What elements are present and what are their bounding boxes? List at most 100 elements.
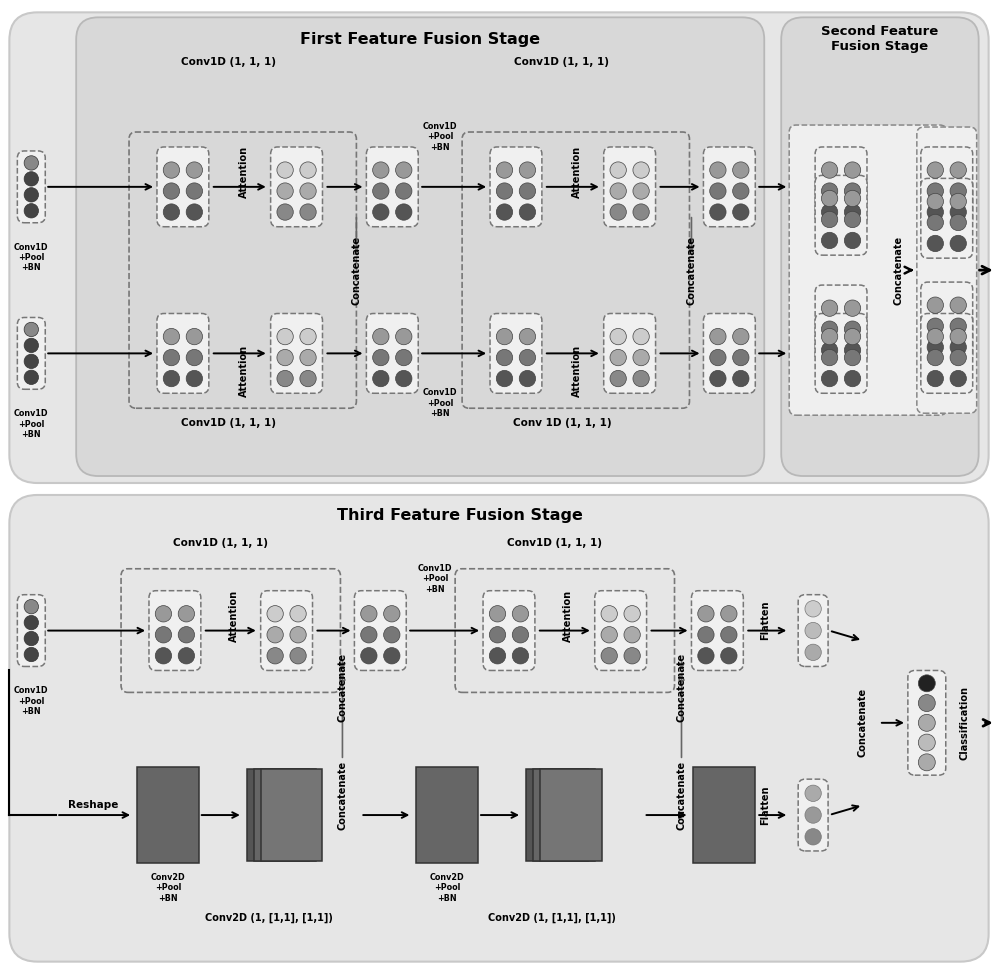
Text: Concatenate: Concatenate (337, 653, 347, 722)
Circle shape (844, 212, 861, 227)
Circle shape (710, 183, 726, 199)
Circle shape (927, 235, 943, 251)
Circle shape (361, 626, 377, 643)
FancyBboxPatch shape (157, 147, 209, 227)
Text: Conv2D
+Pool
+BN: Conv2D +Pool +BN (151, 873, 185, 903)
Text: Conv1D
+Pool
+BN: Conv1D +Pool +BN (418, 564, 452, 593)
Circle shape (290, 626, 306, 643)
FancyBboxPatch shape (815, 314, 867, 393)
Circle shape (300, 370, 316, 386)
Circle shape (927, 339, 943, 355)
Text: Concatenate: Concatenate (676, 653, 686, 722)
Text: Conv1D
+Pool
+BN: Conv1D +Pool +BN (423, 388, 457, 419)
Circle shape (918, 715, 935, 731)
Circle shape (698, 648, 714, 664)
Circle shape (519, 162, 536, 179)
Circle shape (24, 631, 38, 646)
Circle shape (733, 183, 749, 199)
Circle shape (373, 328, 389, 345)
Circle shape (24, 354, 38, 369)
Text: Concatenate: Concatenate (337, 760, 347, 829)
Text: Conv2D
+Pool
+BN: Conv2D +Pool +BN (430, 873, 464, 903)
Circle shape (300, 328, 316, 345)
Circle shape (610, 162, 626, 179)
Text: Conv1D (1, 1, 1): Conv1D (1, 1, 1) (173, 538, 268, 548)
Circle shape (163, 350, 180, 366)
Text: Conv1D
+Pool
+BN: Conv1D +Pool +BN (14, 409, 49, 439)
Circle shape (950, 370, 966, 386)
FancyBboxPatch shape (354, 590, 406, 670)
Circle shape (496, 204, 513, 220)
Circle shape (624, 648, 640, 664)
Circle shape (821, 328, 838, 345)
Circle shape (927, 162, 943, 179)
Circle shape (489, 626, 506, 643)
Circle shape (163, 370, 180, 386)
Circle shape (601, 626, 617, 643)
Circle shape (496, 350, 513, 366)
Circle shape (290, 648, 306, 664)
Circle shape (300, 162, 316, 179)
Circle shape (633, 162, 649, 179)
Text: Attention: Attention (563, 589, 573, 642)
Circle shape (950, 193, 966, 210)
FancyBboxPatch shape (798, 779, 828, 851)
Circle shape (844, 162, 861, 179)
Text: Conv1D
+Pool
+BN: Conv1D +Pool +BN (14, 686, 49, 717)
Circle shape (300, 204, 316, 220)
Circle shape (396, 162, 412, 179)
Circle shape (805, 622, 821, 639)
Circle shape (361, 606, 377, 622)
Bar (247, 769, 309, 861)
Circle shape (698, 606, 714, 622)
Circle shape (610, 183, 626, 199)
FancyBboxPatch shape (921, 314, 973, 393)
Text: Conv1D (1, 1, 1): Conv1D (1, 1, 1) (514, 57, 609, 67)
Circle shape (805, 828, 821, 845)
Text: Concatenate: Concatenate (894, 236, 904, 305)
Circle shape (721, 606, 737, 622)
Text: Concatenate: Concatenate (686, 236, 696, 305)
Circle shape (267, 606, 283, 622)
Circle shape (373, 370, 389, 386)
Circle shape (24, 370, 38, 385)
Circle shape (821, 370, 838, 386)
Circle shape (519, 350, 536, 366)
Circle shape (950, 328, 966, 345)
Circle shape (710, 328, 726, 345)
Circle shape (821, 212, 838, 227)
Circle shape (24, 204, 38, 218)
Text: Conv2D (1, [1,1], [1,1]): Conv2D (1, [1,1], [1,1]) (488, 913, 616, 922)
Circle shape (927, 350, 943, 366)
Circle shape (163, 162, 180, 179)
Circle shape (24, 648, 38, 661)
Circle shape (633, 204, 649, 220)
FancyBboxPatch shape (149, 590, 201, 670)
FancyBboxPatch shape (9, 495, 989, 961)
Circle shape (24, 338, 38, 352)
Circle shape (927, 215, 943, 231)
Circle shape (277, 350, 293, 366)
Circle shape (710, 370, 726, 386)
Circle shape (384, 606, 400, 622)
FancyBboxPatch shape (604, 314, 656, 393)
Circle shape (373, 162, 389, 179)
Circle shape (844, 370, 861, 386)
Circle shape (155, 648, 172, 664)
Circle shape (844, 190, 861, 207)
FancyBboxPatch shape (17, 318, 45, 389)
Circle shape (610, 350, 626, 366)
FancyBboxPatch shape (157, 314, 209, 393)
Circle shape (155, 626, 172, 643)
Circle shape (186, 204, 203, 220)
FancyBboxPatch shape (815, 147, 867, 227)
Circle shape (610, 370, 626, 386)
Circle shape (927, 183, 943, 199)
Circle shape (163, 204, 180, 220)
Text: Classification: Classification (960, 686, 970, 760)
FancyBboxPatch shape (366, 147, 418, 227)
Circle shape (844, 232, 861, 249)
Bar (261, 769, 322, 861)
FancyBboxPatch shape (490, 147, 542, 227)
Text: Third Feature Fusion Stage: Third Feature Fusion Stage (337, 509, 583, 523)
